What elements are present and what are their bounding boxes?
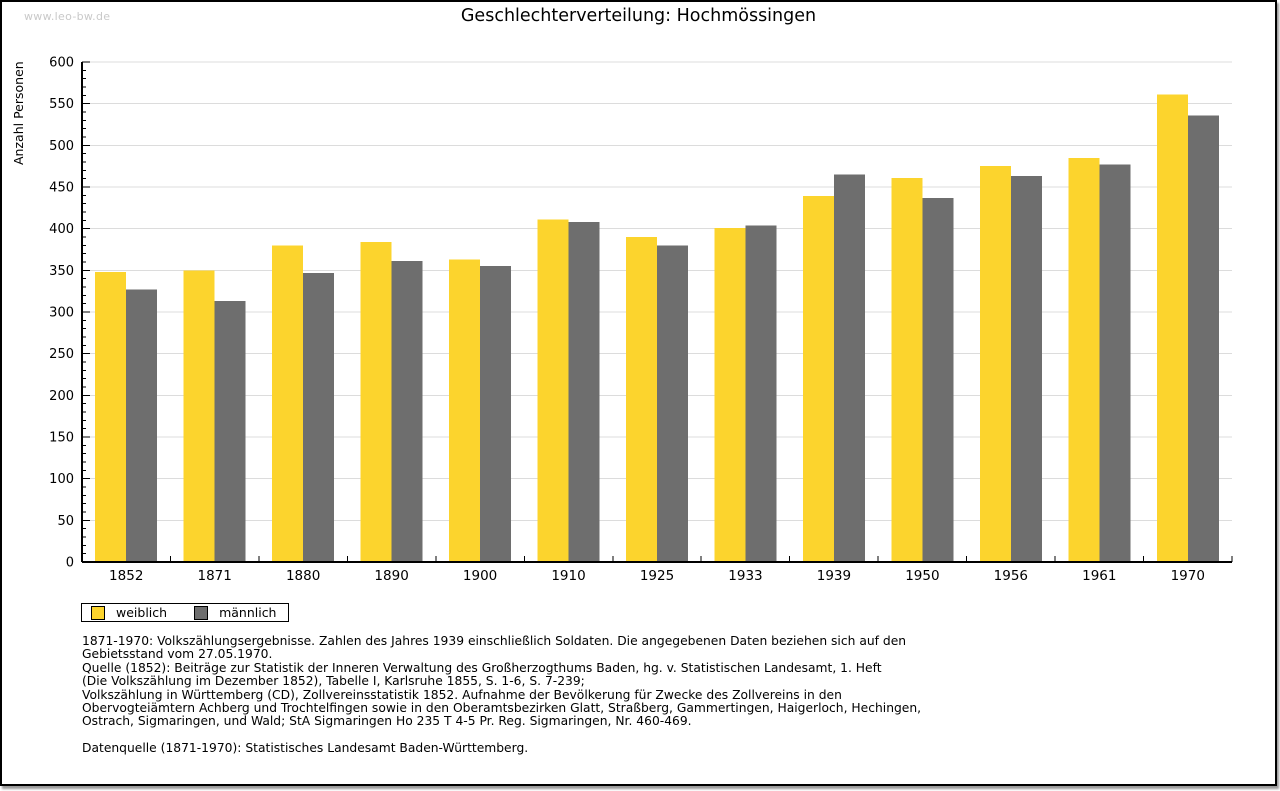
svg-text:600: 600 — [49, 56, 74, 71]
source-notes: 1871-1970: Volkszählungsergebnisse. Zahl… — [82, 634, 922, 755]
note-spacer — [82, 729, 921, 742]
note-line-datasource: Datenquelle (1871-1970): Statistisches L… — [82, 740, 529, 755]
svg-text:0: 0 — [66, 556, 74, 571]
svg-text:50: 50 — [57, 514, 74, 529]
legend-label-weiblich: weiblich — [116, 605, 168, 620]
svg-text:250: 250 — [49, 347, 74, 362]
chart-title: Geschlechterverteilung: Hochmössingen — [460, 6, 817, 26]
legend: weiblich männlich — [81, 603, 289, 622]
svg-text:1939: 1939 — [817, 568, 851, 584]
note-line: Volkszählung in Württemberg (CD), Zollve… — [82, 687, 842, 702]
svg-text:1880: 1880 — [286, 568, 320, 584]
note-line: Obervogteiämtern Achberg und Trochtelfin… — [82, 701, 922, 716]
legend-label-maennlich: männlich — [219, 605, 277, 620]
svg-text:350: 350 — [49, 264, 74, 279]
svg-text:400: 400 — [49, 222, 74, 237]
svg-text:1852: 1852 — [109, 568, 143, 584]
note-line: Ostrach, Sigmaringen, und Wald; StA Sigm… — [82, 714, 692, 729]
svg-text:100: 100 — [49, 472, 74, 487]
svg-text:1970: 1970 — [1171, 568, 1205, 584]
legend-swatch-weiblich — [91, 605, 105, 620]
svg-text:1910: 1910 — [551, 568, 585, 584]
note-line: (Die Volkszählung im Dezember 1852), Tab… — [82, 674, 585, 689]
svg-text:1925: 1925 — [640, 568, 674, 584]
svg-text:450: 450 — [49, 181, 74, 196]
bar-chart-plot: 0 50 100 150 200 250 300 350 400 450 500 550 600 1852… — [49, 56, 1233, 584]
note-line: 1871-1970: Volkszählungsergebnisse. Zahl… — [82, 634, 907, 648]
svg-text:1950: 1950 — [905, 568, 939, 584]
note-line: Gebietsstand vom 27.05.1970. — [82, 647, 273, 662]
watermark: www.leo-bw.de — [24, 10, 111, 23]
legend-swatch-maennlich — [194, 605, 209, 620]
svg-text:1933: 1933 — [728, 568, 762, 584]
svg-text:200: 200 — [49, 389, 74, 404]
svg-text:150: 150 — [49, 431, 74, 446]
svg-text:1956: 1956 — [994, 568, 1028, 584]
svg-text:550: 550 — [49, 97, 74, 112]
svg-text:1900: 1900 — [463, 568, 497, 584]
svg-text:1890: 1890 — [374, 568, 408, 584]
svg-text:1961: 1961 — [1082, 568, 1116, 584]
note-line: Quelle (1852): Beiträge zur Statistik de… — [82, 660, 882, 675]
svg-text:500: 500 — [49, 139, 74, 154]
svg-text:1871: 1871 — [198, 568, 232, 584]
svg-text:300: 300 — [49, 306, 74, 321]
